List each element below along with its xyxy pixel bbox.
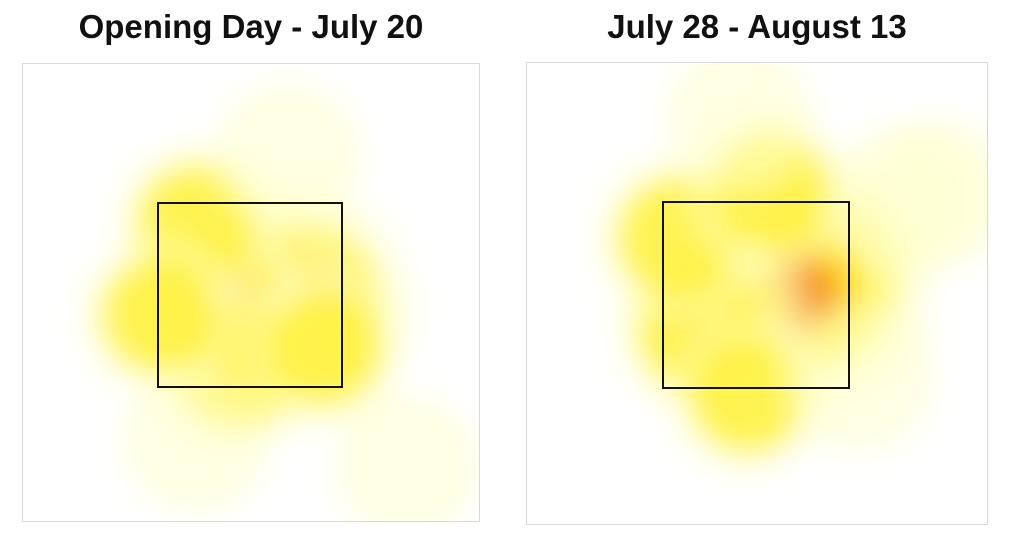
plot-area-1 <box>22 63 480 522</box>
heatmap-blob-2-11-level-1 <box>666 63 812 191</box>
heatmap-blob-2-8-level-1 <box>868 119 987 265</box>
heatmap-blob-2-9-level-2 <box>689 336 807 454</box>
plot-area-2 <box>526 62 988 525</box>
heatmap-blob-1-9-level-1 <box>215 82 360 228</box>
heatmap-blob-1-8-level-2 <box>265 288 383 406</box>
heatmap-density-1 <box>81 82 477 521</box>
heatmap-blob-1-10-level-1 <box>123 366 269 512</box>
chart-title-2: July 28 - August 13 <box>607 8 907 45</box>
strike-zone-1 <box>157 202 343 388</box>
heatmap-2 <box>596 63 987 473</box>
heatmap-blob-2-10-level-1 <box>784 302 933 451</box>
heatmap-blob-1-11-level-1 <box>335 395 477 521</box>
heatmap-blob-1-7-level-2 <box>101 256 219 374</box>
heatmap-1 <box>81 82 477 521</box>
heatmap-density-2 <box>596 63 987 473</box>
strike-zone-2 <box>662 201 850 389</box>
chart-title-1: Opening Day - July 20 <box>78 8 424 45</box>
